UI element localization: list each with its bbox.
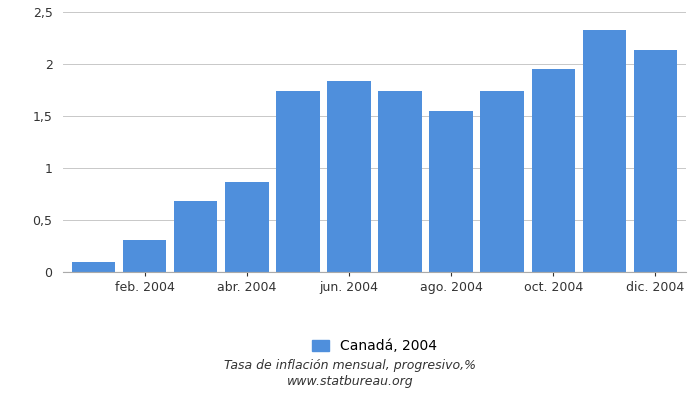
- Bar: [328, 81, 371, 272]
- Text: www.statbureau.org: www.statbureau.org: [287, 376, 413, 388]
- Bar: [378, 91, 421, 272]
- Bar: [123, 240, 167, 272]
- Bar: [634, 50, 677, 272]
- Bar: [582, 30, 626, 272]
- Bar: [174, 201, 218, 272]
- Bar: [480, 91, 524, 272]
- Bar: [429, 111, 472, 272]
- Bar: [276, 91, 320, 272]
- Legend: Canadá, 2004: Canadá, 2004: [312, 340, 437, 354]
- Bar: [225, 182, 269, 272]
- Bar: [72, 262, 116, 272]
- Text: Tasa de inflación mensual, progresivo,%: Tasa de inflación mensual, progresivo,%: [224, 360, 476, 372]
- Bar: [531, 69, 575, 272]
